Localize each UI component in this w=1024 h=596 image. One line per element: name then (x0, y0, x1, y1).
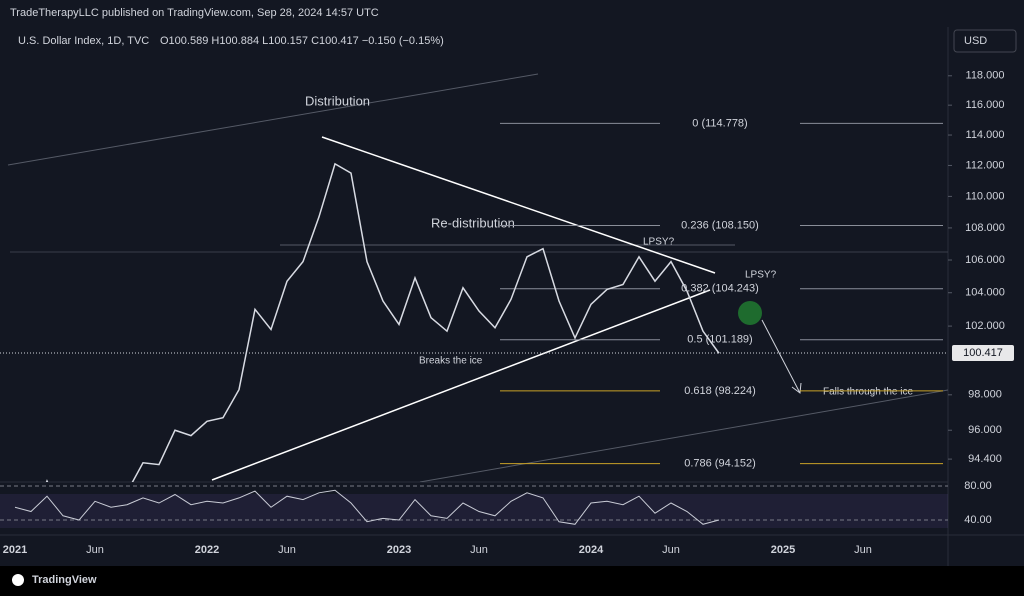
price-line (45, 162, 720, 482)
y-tick-label: 96.000 (968, 424, 1002, 436)
currency[interactable]: USD (964, 35, 987, 47)
x-tick-label: 2024 (579, 544, 604, 556)
fib-label: 0.382 (104.243) (681, 283, 759, 295)
annotation: Re-distribution (431, 215, 515, 230)
last-price-tag (952, 344, 1014, 361)
x-tick-label: Jun (854, 544, 872, 556)
annotation: LPSY? (745, 270, 777, 281)
x-tick-label: 2022 (195, 544, 219, 556)
triangle-upper (321, 136, 716, 274)
x-tick-label: Jun (278, 544, 296, 556)
x-tick-label: 2021 (3, 544, 27, 556)
annotation: Distribution (305, 93, 370, 108)
x-tick-label: 2025 (771, 544, 795, 556)
ohlc: O100.589 H100.884 L100.157 C100.417 −0.1… (160, 35, 444, 47)
x-tick-label: Jun (86, 544, 104, 556)
brand: TradingView (32, 574, 97, 586)
fib-label: 0.5 (101.189) (687, 334, 752, 346)
fib-label: 0.618 (98.224) (684, 385, 756, 397)
footer-bar (0, 566, 1024, 596)
y-tick-label: 106.000 (965, 254, 1005, 266)
symbol: U.S. Dollar Index, 1D, TVC (18, 35, 149, 47)
y-tick-label: 104.000 (965, 287, 1005, 299)
y-tick-label: 110.000 (966, 190, 1005, 202)
x-tick-label: Jun (662, 544, 680, 556)
trend-line (419, 389, 948, 482)
y-tick-label: 112.000 (966, 159, 1005, 171)
annotation: Breaks the ice (419, 356, 483, 367)
published-line: TradeTherapyLLC published on TradingView… (10, 7, 379, 19)
y-tick-label: 116.000 (966, 99, 1005, 111)
annotation: LPSY? (643, 237, 675, 248)
annotation: Falls through the ice (823, 387, 913, 398)
rsi-tick-label: 40.00 (964, 514, 992, 526)
trend-line (7, 73, 539, 166)
marker (738, 301, 762, 325)
arrow (761, 319, 801, 394)
y-tick-label: 118.000 (966, 70, 1005, 82)
fib-group (500, 122, 943, 465)
triangle-lower (211, 289, 711, 481)
y-tick-label: 114.000 (966, 129, 1005, 141)
last-price-label: 100.417 (963, 347, 1003, 359)
x-tick-label: 2023 (387, 544, 411, 556)
currency-box[interactable] (953, 29, 1017, 53)
y-tick-label: 102.000 (965, 320, 1005, 332)
x-tick-label: Jun (470, 544, 488, 556)
rsi-tick-label: 80.00 (964, 480, 992, 492)
rsi-band (0, 494, 948, 528)
y-tick-label: 94.400 (968, 453, 1002, 465)
fib-label: 0 (114.778) (692, 117, 747, 129)
fib-label: 0.786 (94.152) (684, 458, 756, 470)
brand-logo (12, 574, 24, 586)
y-tick-label: 108.000 (965, 222, 1005, 234)
y-tick-label: 98.000 (968, 389, 1002, 401)
price-line (14, 489, 720, 525)
arrow-head (791, 382, 802, 394)
drawings (7, 73, 948, 482)
fib-label: 0.236 (108.150) (681, 219, 759, 231)
